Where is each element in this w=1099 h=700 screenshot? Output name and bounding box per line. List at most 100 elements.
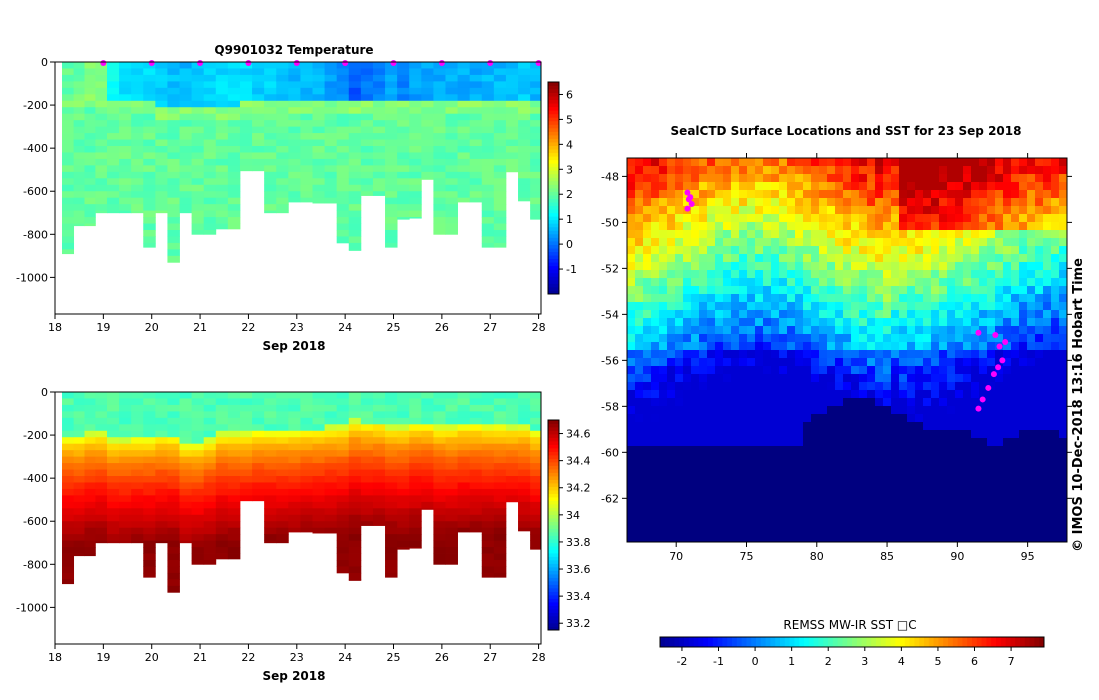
sst-cell — [747, 238, 756, 247]
sst-cell — [907, 174, 916, 183]
sst-cell — [819, 294, 828, 303]
section-cell — [348, 566, 362, 574]
sst-cell — [739, 470, 748, 479]
section-cell — [167, 184, 180, 192]
section-cell — [336, 547, 350, 554]
section-cell — [203, 133, 217, 140]
section-cell — [239, 443, 253, 451]
sst-cell — [763, 342, 772, 351]
sst-cell — [755, 454, 764, 463]
section-cell — [276, 508, 289, 516]
section-cell — [179, 482, 193, 490]
section-cell — [276, 495, 289, 503]
section-cell — [167, 579, 180, 587]
section-cell — [505, 450, 519, 458]
sst-cell — [883, 414, 892, 423]
sst-cell — [955, 438, 964, 447]
sst-cell — [683, 438, 692, 447]
section-cell — [324, 191, 338, 199]
section-cell — [397, 62, 410, 69]
sst-cell — [755, 342, 764, 351]
section-cell — [469, 527, 483, 533]
sst-cell — [635, 382, 644, 391]
sst-cell — [667, 414, 676, 423]
sst-cell — [1019, 182, 1028, 191]
sst-cell — [787, 294, 796, 303]
colorbar-segment — [548, 106, 559, 111]
sst-cell — [715, 166, 724, 175]
sst-cell — [755, 294, 764, 303]
sst-cell — [755, 326, 764, 335]
section-cell — [397, 508, 410, 516]
section-cell — [348, 120, 362, 128]
section-cell — [324, 178, 338, 186]
sst-cell — [739, 198, 748, 207]
sst-cell — [747, 174, 756, 183]
section-cell — [481, 469, 495, 477]
sst-cell — [851, 446, 860, 455]
sst-cell — [651, 478, 660, 487]
sst-cell — [1011, 262, 1020, 271]
section-cell — [457, 417, 471, 425]
section-cell — [409, 107, 422, 115]
sst-cell — [803, 486, 812, 495]
sst-cell — [787, 206, 796, 215]
section-cell — [106, 482, 120, 490]
sst-cell — [995, 358, 1004, 367]
section-cell — [397, 113, 410, 121]
sst-cell — [1059, 278, 1067, 287]
sst-cell — [859, 254, 868, 263]
section-cell — [276, 87, 289, 95]
sst-cell — [771, 494, 780, 503]
section-cell — [227, 476, 241, 483]
section-cell — [227, 463, 241, 470]
sst-cell — [715, 526, 724, 535]
section-cell — [276, 113, 289, 121]
sst-cell — [955, 262, 964, 271]
section-cell — [505, 430, 519, 438]
sst-cell — [907, 158, 916, 167]
section-cell — [493, 223, 507, 231]
sst-cell — [747, 478, 756, 487]
section-cell — [203, 171, 217, 179]
sst-cell — [843, 286, 852, 295]
section-cell — [84, 443, 96, 451]
section-cell — [336, 81, 350, 89]
sst-cell — [891, 462, 900, 471]
section-cell — [445, 152, 458, 160]
sst-cell — [963, 430, 972, 439]
sst-cell — [659, 510, 668, 519]
colorbar-segment — [548, 170, 559, 175]
section-cell — [227, 81, 241, 89]
sst-cell — [915, 494, 924, 503]
sst-cell — [683, 262, 692, 271]
sst-cell — [859, 406, 868, 415]
section-cell — [95, 158, 108, 166]
sst-cell — [827, 430, 836, 439]
sst-cell — [819, 406, 828, 415]
section-cell — [312, 501, 325, 509]
sst-cell — [915, 182, 924, 191]
sst-cell — [843, 462, 852, 471]
colorbar-segment — [548, 269, 559, 274]
section-cell — [481, 81, 495, 89]
section-cell — [348, 579, 362, 581]
sst-cell — [1011, 198, 1020, 207]
sst-cell — [1043, 398, 1052, 407]
section-cell — [106, 191, 120, 199]
map-colorbar-segment — [1034, 637, 1040, 647]
colorbar-segment — [548, 567, 559, 571]
sst-cell — [923, 510, 932, 519]
sst-cell — [675, 430, 684, 439]
sst-cell — [747, 278, 756, 287]
section-cell — [95, 139, 108, 147]
sst-cell — [979, 182, 988, 191]
sst-cell — [1027, 390, 1036, 399]
colorbar-segment — [548, 142, 559, 146]
sst-cell — [923, 374, 932, 383]
sst-cell — [939, 518, 948, 527]
sst-cell — [635, 494, 644, 503]
sst-cell — [795, 390, 804, 399]
map-colorbar-segment — [780, 637, 786, 647]
y-tick-label: 0 — [41, 386, 48, 399]
